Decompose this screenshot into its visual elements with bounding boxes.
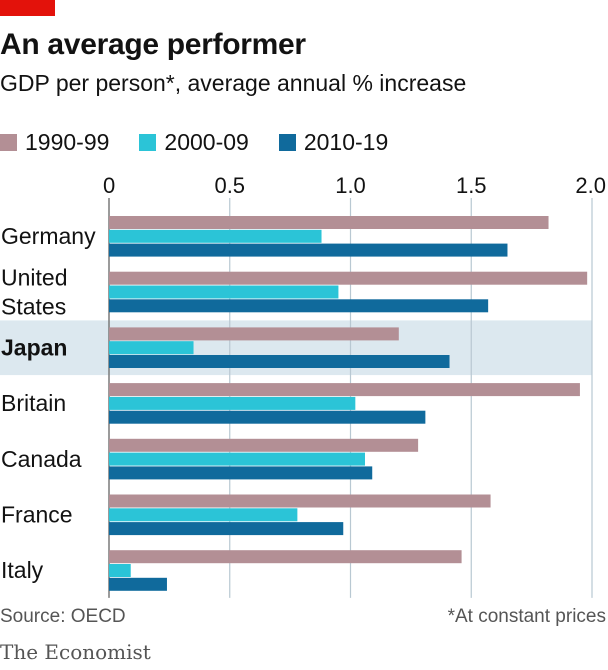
category-label-britain: Britain [1,390,66,416]
bar-japan-1990-99 [109,327,399,341]
bar-canada-2010-19 [109,466,373,480]
bar-germany-1990-99 [109,216,549,229]
bar-britain-1990-99 [109,383,580,397]
category-label-germany: Germany [1,223,96,249]
bar-chart: 0 0.5 1.0 1.5 2.0 Germany United States Japan Bri… [0,173,606,598]
bar-france-1990-99 [109,494,491,508]
category-label-united-states-line-1: United [1,265,67,291]
bar-france-2010-19 [109,522,344,536]
x-tick-label-1.5: 1.5 [456,173,487,198]
bar-britain-2000-09 [109,396,356,410]
category-label-canada: Canada [1,446,82,472]
legend-item-2010-19: 2010-19 [278,128,389,156]
bar-germany-2000-09 [109,229,322,243]
bar-japan-2000-09 [109,341,194,355]
bar-canada-1990-99 [109,438,419,452]
footnote: *At constant prices [447,606,606,627]
chart-subtitle: GDP per person*, average annual % increa… [0,70,467,96]
legend-item-1990-99: 1990-99 [0,129,109,156]
bar-germany-2010-19 [109,243,508,257]
bar-japan-2010-19 [109,355,450,368]
legend-label-1990-99: 1990-99 [25,128,110,155]
brand-red-tag [0,0,55,16]
x-tick-label-2.0: 2.0 [575,173,606,198]
bar-canada-2000-09 [109,452,365,466]
category-label-japan: Japan [1,334,67,360]
legend-swatch-1990-99 [0,133,17,151]
bar-italy-1990-99 [109,550,462,564]
x-tick-label-1.0: 1.0 [335,173,366,198]
bar-united-states-2010-19 [109,299,489,313]
x-tick-label-0.5: 0.5 [214,173,245,198]
chart-title: An average performer [0,28,306,61]
legend-swatch-2000-09 [139,133,157,151]
brand-wordmark: The Economist [0,640,151,664]
legend-label-2000-09: 2000-09 [164,128,249,155]
legend-label-2010-19: 2010-19 [303,128,389,155]
legend-swatch-2010-19 [278,133,296,151]
bar-italy-2010-19 [109,577,167,591]
source-note: Source: OECD [0,606,126,627]
bar-united-states-2000-09 [109,285,339,299]
bar-italy-2000-09 [109,564,131,577]
x-tick-label-0: 0 [103,173,115,198]
legend: 1990-99 2000-09 2010-19 [0,128,418,156]
legend-item-2000-09: 2000-09 [139,128,249,156]
bar-france-2000-09 [109,508,298,522]
category-label-france: France [1,502,73,528]
bar-britain-2010-19 [109,410,426,424]
category-label-united-states-line-2: States [1,294,66,320]
bar-united-states-1990-99 [109,271,588,285]
category-label-italy: Italy [1,557,44,583]
